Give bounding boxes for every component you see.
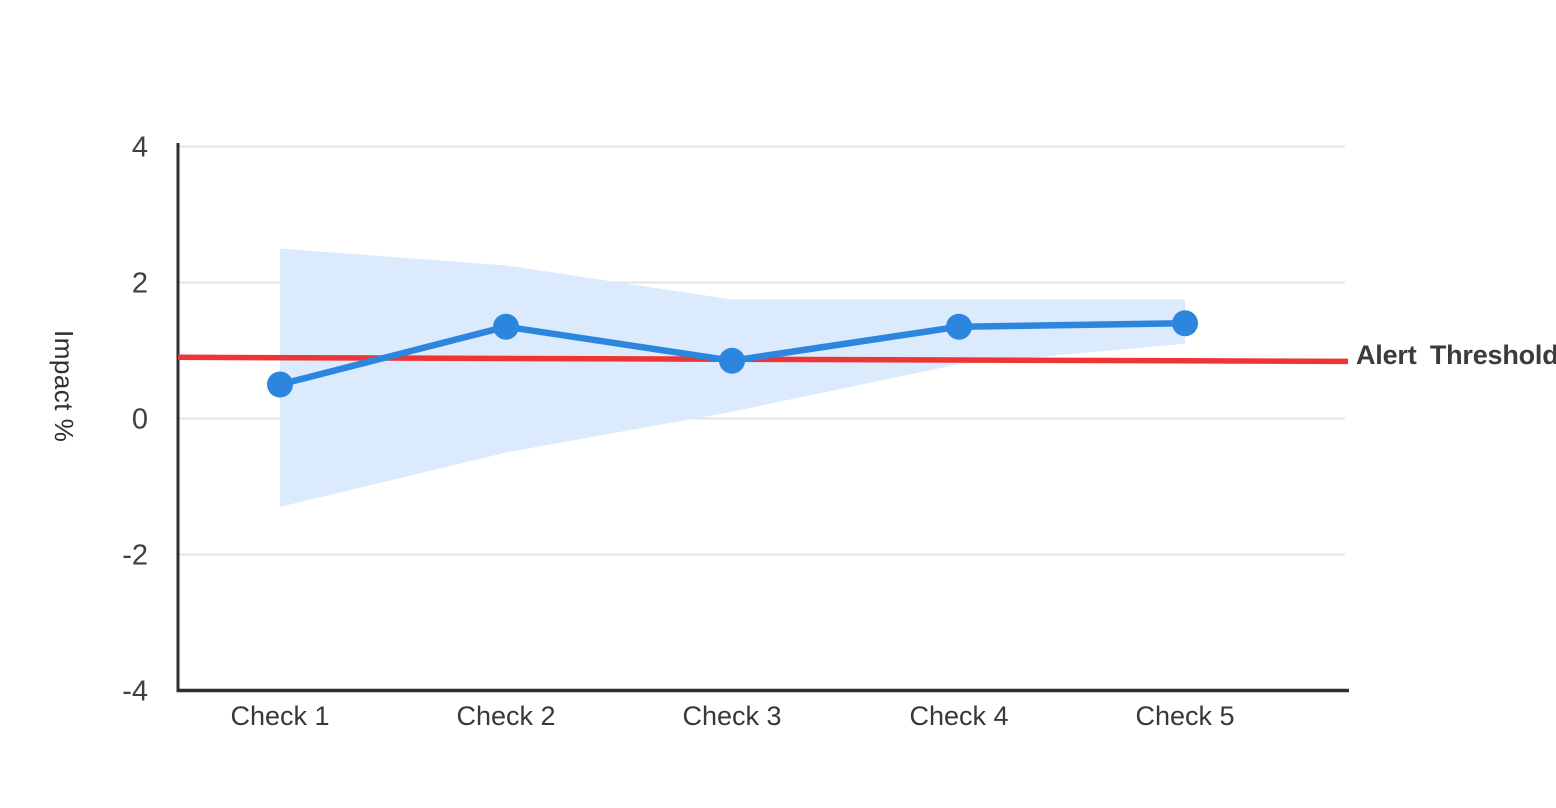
- y-axis-title: Impact %: [49, 330, 79, 443]
- data-point-check-2: [493, 313, 519, 340]
- data-point-check-3: [719, 347, 745, 374]
- data-point-check-5: [1172, 310, 1198, 337]
- x-tick-label: Check 1: [230, 701, 329, 731]
- y-tick-label: -2: [122, 540, 148, 572]
- y-tick-label: 2: [132, 268, 148, 300]
- x-tick-label: Check 5: [1135, 701, 1234, 731]
- alert-threshold-label: Alert Threshold: [1356, 340, 1556, 370]
- y-tick-label: 4: [132, 132, 148, 164]
- x-tick-label: Check 4: [909, 701, 1008, 731]
- confidence-band: [280, 248, 1185, 507]
- data-point-check-1: [267, 371, 293, 398]
- x-tick-label: Check 2: [456, 701, 555, 731]
- y-tick-label: -4: [122, 676, 148, 708]
- x-tick-label: Check 3: [682, 701, 781, 731]
- data-point-check-4: [946, 313, 972, 340]
- y-tick-label: 0: [132, 404, 148, 436]
